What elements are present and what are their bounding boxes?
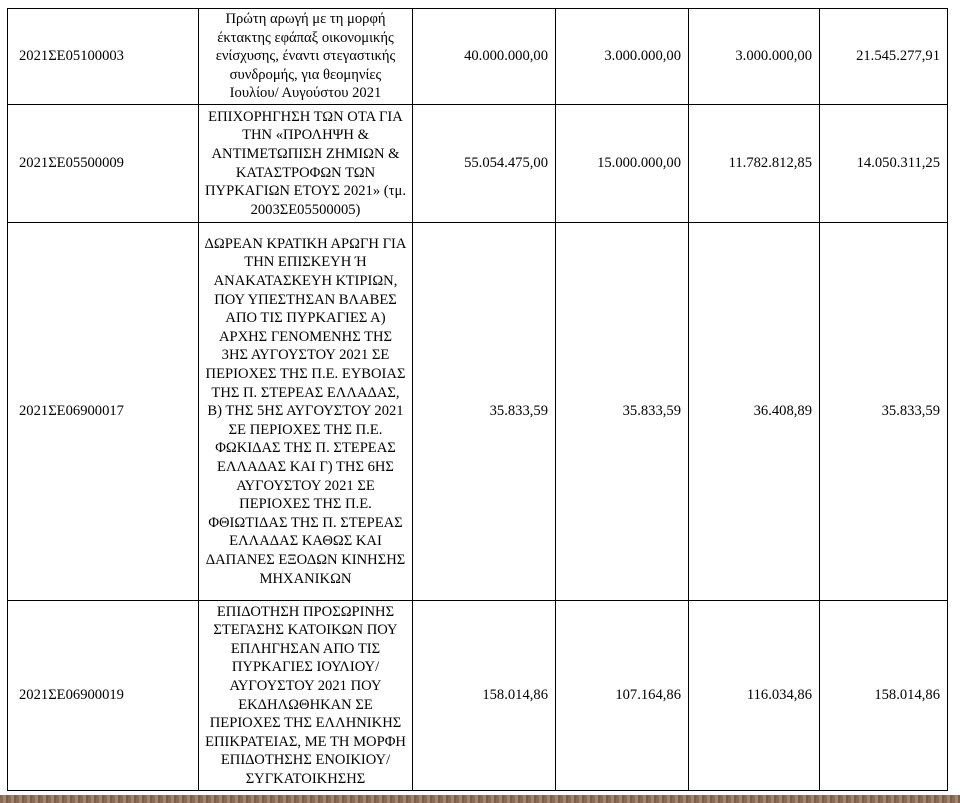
- description-cell: Πρώτη αρωγή με τη μορφή έκτακτης εφάπαξ …: [198, 8, 413, 105]
- table-row: 2021ΣΕ06900017 ΔΩΡΕΑΝ ΚΡΑΤΙΚΗ ΑΡΩΓΗ ΓΙΑ Τ…: [7, 222, 948, 601]
- amount-cell: 158.014,86: [819, 600, 948, 791]
- description-cell: ΔΩΡΕΑΝ ΚΡΑΤΙΚΗ ΑΡΩΓΗ ΓΙΑ ΤΗΝ ΕΠΙΣΚΕΥΗ Ή …: [198, 222, 413, 601]
- amount-cell: 35.833,59: [555, 222, 689, 601]
- description-cell: ΕΠΙΧΟΡΗΓΗΣΗ ΤΩΝ ΟΤΑ ΓΙΑ ΤΗΝ «ΠΡΟΛΗΨΗ & Α…: [198, 104, 413, 223]
- amount-cell: 158.014,86: [412, 600, 556, 791]
- description-cell: ΕΠΙΔΟΤΗΣΗ ΠΡΟΣΩΡΙΝΗΣ ΣΤΕΓΑΣΗΣ ΚΑΤΟΙΚΩΝ Π…: [198, 600, 413, 791]
- amount-cell: 35.833,59: [412, 222, 556, 601]
- bottom-strip: [0, 795, 960, 803]
- amount-cell: 107.164,86: [555, 600, 689, 791]
- amount-cell: 15.000.000,00: [555, 104, 689, 223]
- table-row: 2021ΣΕ05100003 Πρώτη αρωγή με τη μορφή έκ…: [7, 8, 948, 105]
- amount-cell: 14.050.311,25: [819, 104, 948, 223]
- amount-cell: 40.000.000,00: [412, 8, 556, 105]
- table-body: 2021ΣΕ05100003 Πρώτη αρωγή με τη μορφή έκ…: [7, 8, 948, 791]
- amount-cell: 21.545.277,91: [819, 8, 948, 105]
- amount-cell: 3.000.000,00: [688, 8, 820, 105]
- code-cell: 2021ΣΕ05100003: [7, 8, 199, 105]
- amount-cell: 35.833,59: [819, 222, 948, 601]
- table-row: 2021ΣΕ06900019 ΕΠΙΔΟΤΗΣΗ ΠΡΟΣΩΡΙΝΗΣ ΣΤΕΓΑ…: [7, 600, 948, 791]
- amount-cell: 116.034,86: [688, 600, 820, 791]
- amount-cell: 36.408,89: [688, 222, 820, 601]
- code-cell: 2021ΣΕ06900017: [7, 222, 199, 601]
- code-cell: 2021ΣΕ06900019: [7, 600, 199, 791]
- amount-cell: 11.782.812,85: [688, 104, 820, 223]
- code-cell: 2021ΣΕ05500009: [7, 104, 199, 223]
- amount-cell: 55.054.475,00: [412, 104, 556, 223]
- table-row: 2021ΣΕ05500009 ΕΠΙΧΟΡΗΓΗΣΗ ΤΩΝ ΟΤΑ ΓΙΑ ΤΗ…: [7, 104, 948, 223]
- budget-table: 2021ΣΕ05100003 Πρώτη αρωγή με τη μορφή έκ…: [7, 8, 948, 791]
- amount-cell: 3.000.000,00: [555, 8, 689, 105]
